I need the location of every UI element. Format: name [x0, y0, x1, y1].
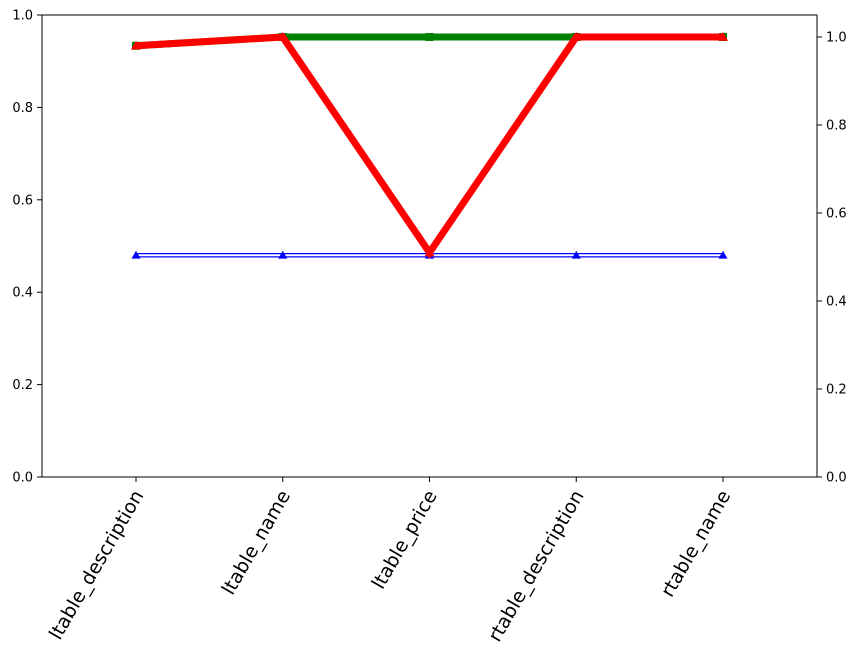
data-point: [425, 33, 434, 41]
right-y-tick-label: 0.6: [826, 207, 847, 222]
data-point: [718, 250, 728, 259]
left-y-tick-label: 0.6: [12, 193, 33, 208]
x-category-label: ltable_description: [45, 487, 148, 644]
data-point: [571, 32, 582, 41]
left-y-tick-label: 1.0: [12, 9, 33, 24]
x-axis: ltable_description ltable_name ltable_pric…: [45, 477, 735, 646]
right-y-tick-label: 0.0: [826, 471, 847, 486]
x-category-label: rtable_name: [657, 487, 736, 601]
data-point: [131, 40, 141, 50]
data-point: [277, 32, 288, 41]
series-line: [135, 33, 723, 259]
data-point: [131, 250, 141, 259]
x-category-label: rtable_description: [484, 487, 589, 646]
left-y-tick-label: 0.0: [12, 471, 33, 486]
x-category-label: ltable_price: [368, 487, 442, 593]
right-y-tick-label: 0.8: [826, 119, 847, 134]
right-y-tick-label: 0.4: [826, 295, 847, 310]
right-y-tick-label: 0.2: [826, 383, 847, 398]
left-y-axis: 0.0 0.2 0.4 0.6 0.8 1.0: [12, 9, 42, 486]
data-point: [424, 247, 435, 257]
x-category-label: ltable_name: [218, 487, 295, 599]
right-y-axis: 0.0 0.2 0.4 0.6 0.8 1.0: [817, 31, 847, 486]
right-y-tick-label: 1.0: [826, 31, 847, 46]
data-point: [718, 32, 728, 41]
series-layer: [131, 32, 728, 259]
series-2: [131, 32, 728, 259]
left-y-tick-label: 0.8: [12, 101, 33, 116]
left-y-tick-label: 0.4: [12, 286, 33, 301]
data-point: [278, 250, 288, 259]
plot-frame: [41, 14, 818, 478]
left-y-tick-label: 0.2: [12, 378, 33, 393]
data-point: [571, 250, 581, 259]
